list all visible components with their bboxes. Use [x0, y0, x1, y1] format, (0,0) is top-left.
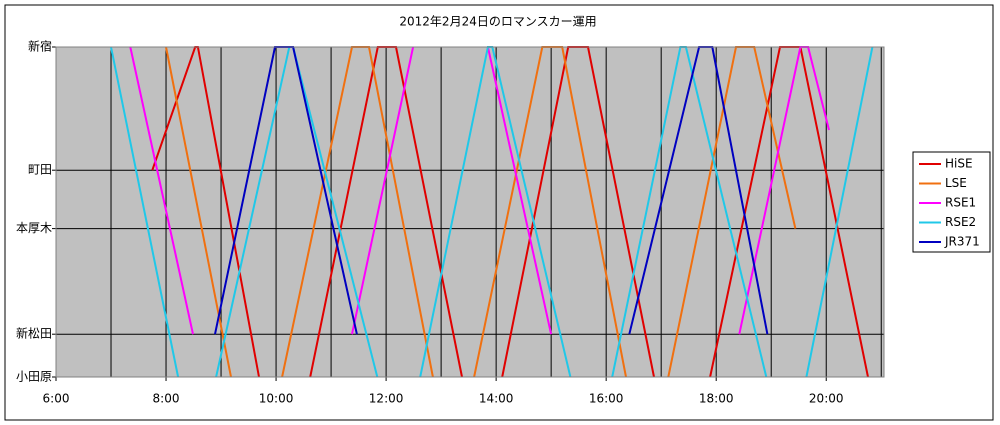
- x-tick-label: 8:00: [153, 392, 180, 406]
- legend-label: JR371: [944, 235, 980, 249]
- x-tick-label: 6:00: [43, 392, 70, 406]
- x-tick-label: 16:00: [589, 392, 624, 406]
- legend-label: RSE1: [945, 196, 976, 210]
- x-tick-label: 18:00: [699, 392, 734, 406]
- y-tick-label: 小田原: [16, 370, 52, 384]
- x-tick-label: 12:00: [369, 392, 404, 406]
- plot-area: [55, 46, 885, 378]
- x-tick-label: 20:00: [809, 392, 844, 406]
- chart-title: 2012年2月24日のロマンスカー運用: [399, 15, 596, 29]
- legend-label: RSE2: [945, 215, 976, 229]
- legend-label: HiSE: [945, 157, 973, 171]
- legend-label: LSE: [945, 176, 967, 190]
- series-line: [129, 46, 830, 335]
- y-tick-label: 新松田: [16, 326, 52, 341]
- x-tick-label: 14:00: [479, 392, 514, 406]
- y-tick-label: 新宿: [28, 39, 52, 54]
- y-tick-label: 本厚木: [16, 221, 52, 235]
- plot-border: [55, 46, 885, 378]
- y-tick-label: 町田: [28, 163, 52, 177]
- x-tick-label: 10:00: [259, 392, 294, 406]
